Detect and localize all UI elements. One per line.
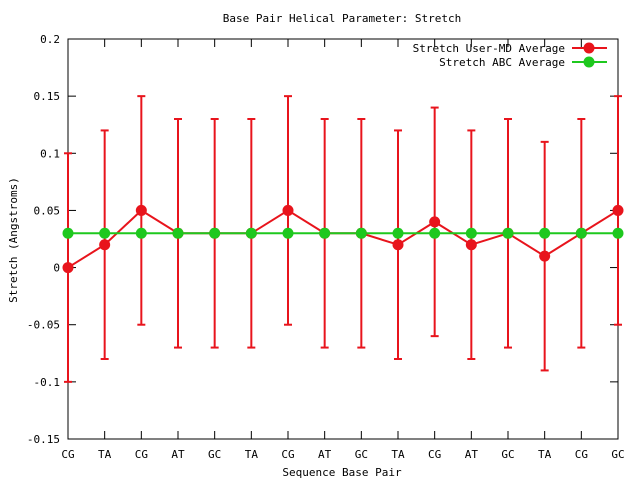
y-tick-label: 0 <box>53 262 60 275</box>
legend-label-abc: Stretch ABC Average <box>439 56 565 69</box>
data-point-user-md <box>612 204 624 216</box>
y-tick-label: 0.1 <box>40 147 60 160</box>
axes <box>67 38 619 440</box>
data-point-user-md <box>539 250 551 262</box>
data-point-abc <box>245 227 257 239</box>
data-point-abc <box>209 227 221 239</box>
data-point-abc <box>502 227 514 239</box>
x-tick-label: TA <box>98 448 112 461</box>
x-tick-label: GC <box>611 448 624 461</box>
legend: Stretch User-MD Average Stretch ABC Aver… <box>413 42 607 69</box>
tick-labels: -0.15 -0.1 -0.05 0 0.05 0.1 0.15 0.2 CG TA CG AT GC T… <box>27 33 625 461</box>
y-axis-label: Stretch (Angstroms) <box>7 177 20 303</box>
data-point-abc <box>612 227 624 239</box>
y-tick-label: -0.15 <box>27 433 60 446</box>
data-point-abc <box>172 227 184 239</box>
x-tick-label: CG <box>575 448 588 461</box>
series-lines <box>67 209 619 269</box>
chart-title: Base Pair Helical Parameter: Stretch <box>223 12 461 25</box>
y-tick-label: 0.2 <box>40 33 60 46</box>
y-tick-label: 0.15 <box>34 90 61 103</box>
data-point-user-md <box>392 239 404 251</box>
data-point-abc <box>282 227 294 239</box>
x-tick-label: CG <box>428 448 441 461</box>
data-point-abc <box>99 227 111 239</box>
legend-marker-user-md <box>583 42 595 54</box>
x-axis-label: Sequence Base Pair <box>282 466 402 479</box>
error-bars <box>64 95 622 383</box>
y-tick-label: 0.05 <box>34 204 61 217</box>
y-tick-label: -0.05 <box>27 319 60 332</box>
series-line-user-md <box>67 209 619 269</box>
x-tick-label: TA <box>245 448 259 461</box>
x-tick-label: GC <box>355 448 368 461</box>
x-tick-label: AT <box>318 448 332 461</box>
x-tick-label: AT <box>465 448 479 461</box>
data-point-abc <box>355 227 367 239</box>
data-point-user-md <box>99 239 111 251</box>
data-point-abc <box>319 227 331 239</box>
x-tick-label: TA <box>391 448 405 461</box>
x-tick-label: CG <box>135 448 148 461</box>
x-tick-label: AT <box>171 448 185 461</box>
data-points <box>62 204 624 274</box>
legend-label-user-md: Stretch User-MD Average <box>413 42 565 55</box>
x-tick-label: GC <box>208 448 221 461</box>
data-point-abc <box>135 227 147 239</box>
data-point-user-md <box>465 239 477 251</box>
data-point-abc <box>429 227 441 239</box>
x-tick-label: TA <box>538 448 552 461</box>
data-point-user-md <box>62 262 74 274</box>
legend-marker-abc <box>583 56 595 68</box>
x-tick-label: CG <box>61 448 74 461</box>
x-tick-label: CG <box>281 448 294 461</box>
data-point-user-md <box>135 204 147 216</box>
data-point-abc <box>539 227 551 239</box>
y-tick-label: -0.1 <box>34 376 61 389</box>
data-point-user-md <box>282 204 294 216</box>
plot-border <box>67 38 619 440</box>
data-point-abc <box>62 227 74 239</box>
data-point-abc <box>575 227 587 239</box>
x-tick-label: GC <box>501 448 514 461</box>
data-point-abc <box>465 227 477 239</box>
data-point-abc <box>392 227 404 239</box>
data-point-user-md <box>429 216 441 228</box>
